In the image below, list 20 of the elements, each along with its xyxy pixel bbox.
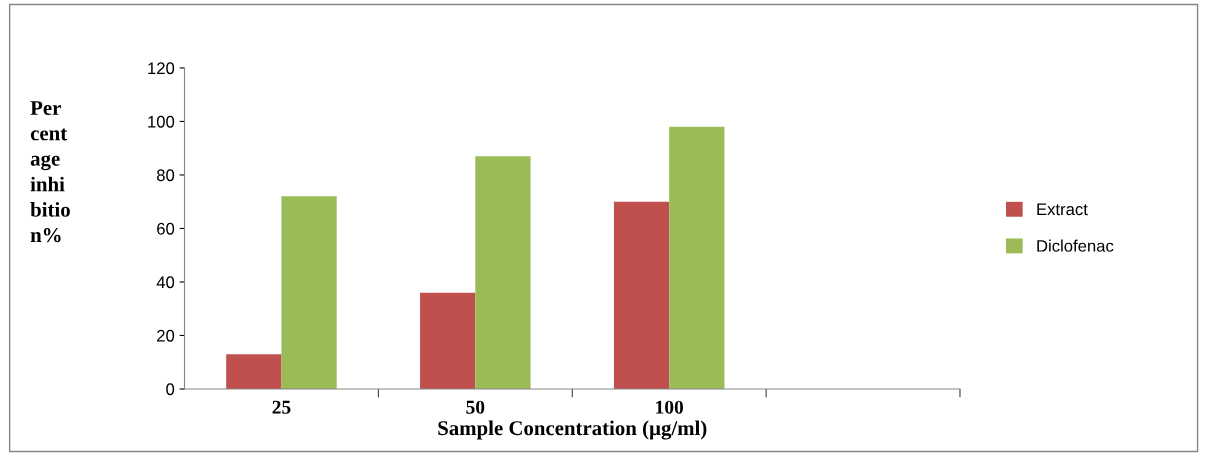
bar — [226, 354, 282, 389]
y-tick-label: 120 — [148, 62, 175, 75]
y-tick-label: 20 — [157, 329, 175, 342]
bar — [420, 292, 476, 389]
x-axis-title: Sample Concentration (µg/ml) — [438, 420, 707, 440]
y-axis-title: Per cent age inhi bitio n% — [30, 101, 70, 243]
bar — [475, 156, 531, 389]
x-tick-label: 100 — [656, 400, 684, 414]
legend-label: Extract — [1037, 203, 1088, 216]
x-tick-label: 25 — [272, 400, 291, 414]
y-tick-label: 60 — [157, 222, 175, 235]
y-tick-label: 80 — [156, 169, 175, 182]
y-tick-label: 100 — [148, 115, 175, 128]
y-tick-label: 0 — [166, 383, 175, 396]
x-tick-label: 50 — [466, 400, 485, 414]
bar — [669, 126, 725, 389]
legend-label: Diclofenac — [1037, 239, 1114, 252]
bar — [613, 201, 670, 389]
y-tick-label: 40 — [156, 276, 175, 289]
bar — [281, 196, 337, 389]
